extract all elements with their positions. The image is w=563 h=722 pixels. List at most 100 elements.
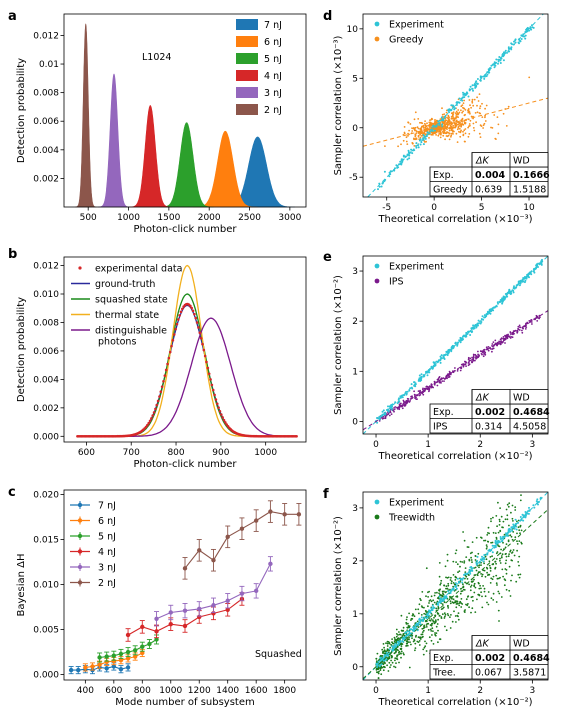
experiment-point — [496, 540, 499, 543]
model-point — [445, 111, 448, 114]
experimental-data-point — [154, 407, 157, 411]
experiment-point — [493, 66, 496, 69]
experiment-point — [513, 40, 515, 43]
model-point — [390, 654, 393, 657]
model-point — [461, 117, 464, 120]
model-point — [521, 329, 523, 332]
model-point — [383, 661, 385, 664]
model-point — [420, 130, 423, 132]
fit-line — [363, 97, 548, 147]
experiment-point — [483, 314, 486, 317]
model-point — [463, 561, 466, 564]
model-point — [421, 627, 424, 630]
model-point — [419, 597, 421, 600]
model-point — [463, 129, 466, 132]
model-point — [390, 656, 393, 659]
experimental-data-point — [155, 403, 159, 407]
model-point — [434, 122, 437, 125]
legend-marker — [374, 514, 380, 520]
model-point — [482, 585, 484, 587]
legend-label: 7 nJ — [264, 20, 282, 31]
model-point — [481, 350, 484, 352]
x-tick-label: 1400 — [216, 686, 239, 696]
model-point — [419, 389, 421, 392]
experiment-point — [502, 51, 505, 54]
experiment-point — [510, 526, 513, 529]
model-point — [386, 642, 389, 645]
model-point — [475, 121, 477, 124]
model-point — [487, 603, 490, 606]
experiment-point — [471, 330, 474, 333]
model-point — [388, 661, 391, 664]
experiment-point — [481, 315, 484, 318]
model-point — [435, 625, 438, 628]
legend-label-line: thermal state — [95, 310, 159, 321]
model-point — [488, 560, 491, 563]
experiment-point — [424, 137, 427, 140]
experiment-point — [479, 322, 482, 325]
experiment-point — [412, 626, 415, 629]
model-point — [425, 567, 428, 570]
data-point — [104, 666, 109, 671]
model-point — [470, 611, 472, 614]
model-point — [442, 134, 445, 137]
experiment-point — [432, 125, 435, 127]
model-point — [491, 541, 494, 544]
experiment-point — [508, 289, 511, 292]
legend-label-line: ground-truth — [95, 279, 155, 290]
y-tick-label: 0 — [352, 417, 358, 427]
model-point — [471, 595, 474, 598]
model-point — [402, 139, 405, 142]
model-point — [509, 595, 512, 597]
model-point — [472, 356, 475, 359]
model-point — [458, 111, 461, 114]
x-tick-label: 800 — [167, 448, 184, 458]
experiment-point — [528, 29, 531, 32]
experiment-point — [411, 387, 414, 390]
model-point — [479, 584, 481, 587]
model-point — [500, 515, 503, 518]
model-point — [456, 563, 459, 566]
series-5nJ — [97, 634, 160, 663]
experiment-point — [500, 540, 503, 543]
model-point — [413, 128, 416, 131]
legend-swatch — [236, 87, 258, 98]
model-point — [500, 556, 503, 559]
legend-label: 7 nJ — [98, 501, 116, 512]
model-point — [513, 330, 515, 333]
experiment-point — [474, 86, 477, 89]
experimental-data-point — [209, 378, 212, 381]
model-point — [433, 601, 436, 604]
model-point — [413, 639, 416, 642]
model-point — [443, 612, 446, 615]
model-point — [426, 127, 429, 130]
y-tick-label: 0 — [352, 124, 358, 134]
y-axis-label: Detection probability — [16, 297, 27, 402]
experiment-point — [407, 149, 410, 152]
model-point — [400, 636, 402, 639]
data-point — [97, 655, 102, 660]
experiment-point — [511, 529, 514, 532]
model-point — [486, 601, 488, 604]
model-point — [470, 559, 473, 561]
legend-label-line: distinguishable — [95, 326, 167, 337]
experiment-point — [502, 299, 505, 302]
model-point — [472, 359, 475, 362]
model-point — [414, 395, 416, 398]
experiment-point — [456, 577, 459, 580]
experimental-data-point — [174, 327, 177, 331]
model-point — [400, 648, 403, 651]
model-point — [471, 361, 474, 364]
model-point — [430, 639, 433, 642]
experiment-point — [474, 81, 477, 84]
model-point — [444, 615, 446, 618]
model-point — [450, 135, 452, 138]
model-point — [452, 582, 455, 584]
model-point — [400, 143, 402, 146]
experiment-point — [497, 62, 499, 65]
x-tick-label: 1000 — [117, 213, 140, 223]
model-point — [505, 559, 508, 562]
experiment-point — [494, 546, 497, 548]
